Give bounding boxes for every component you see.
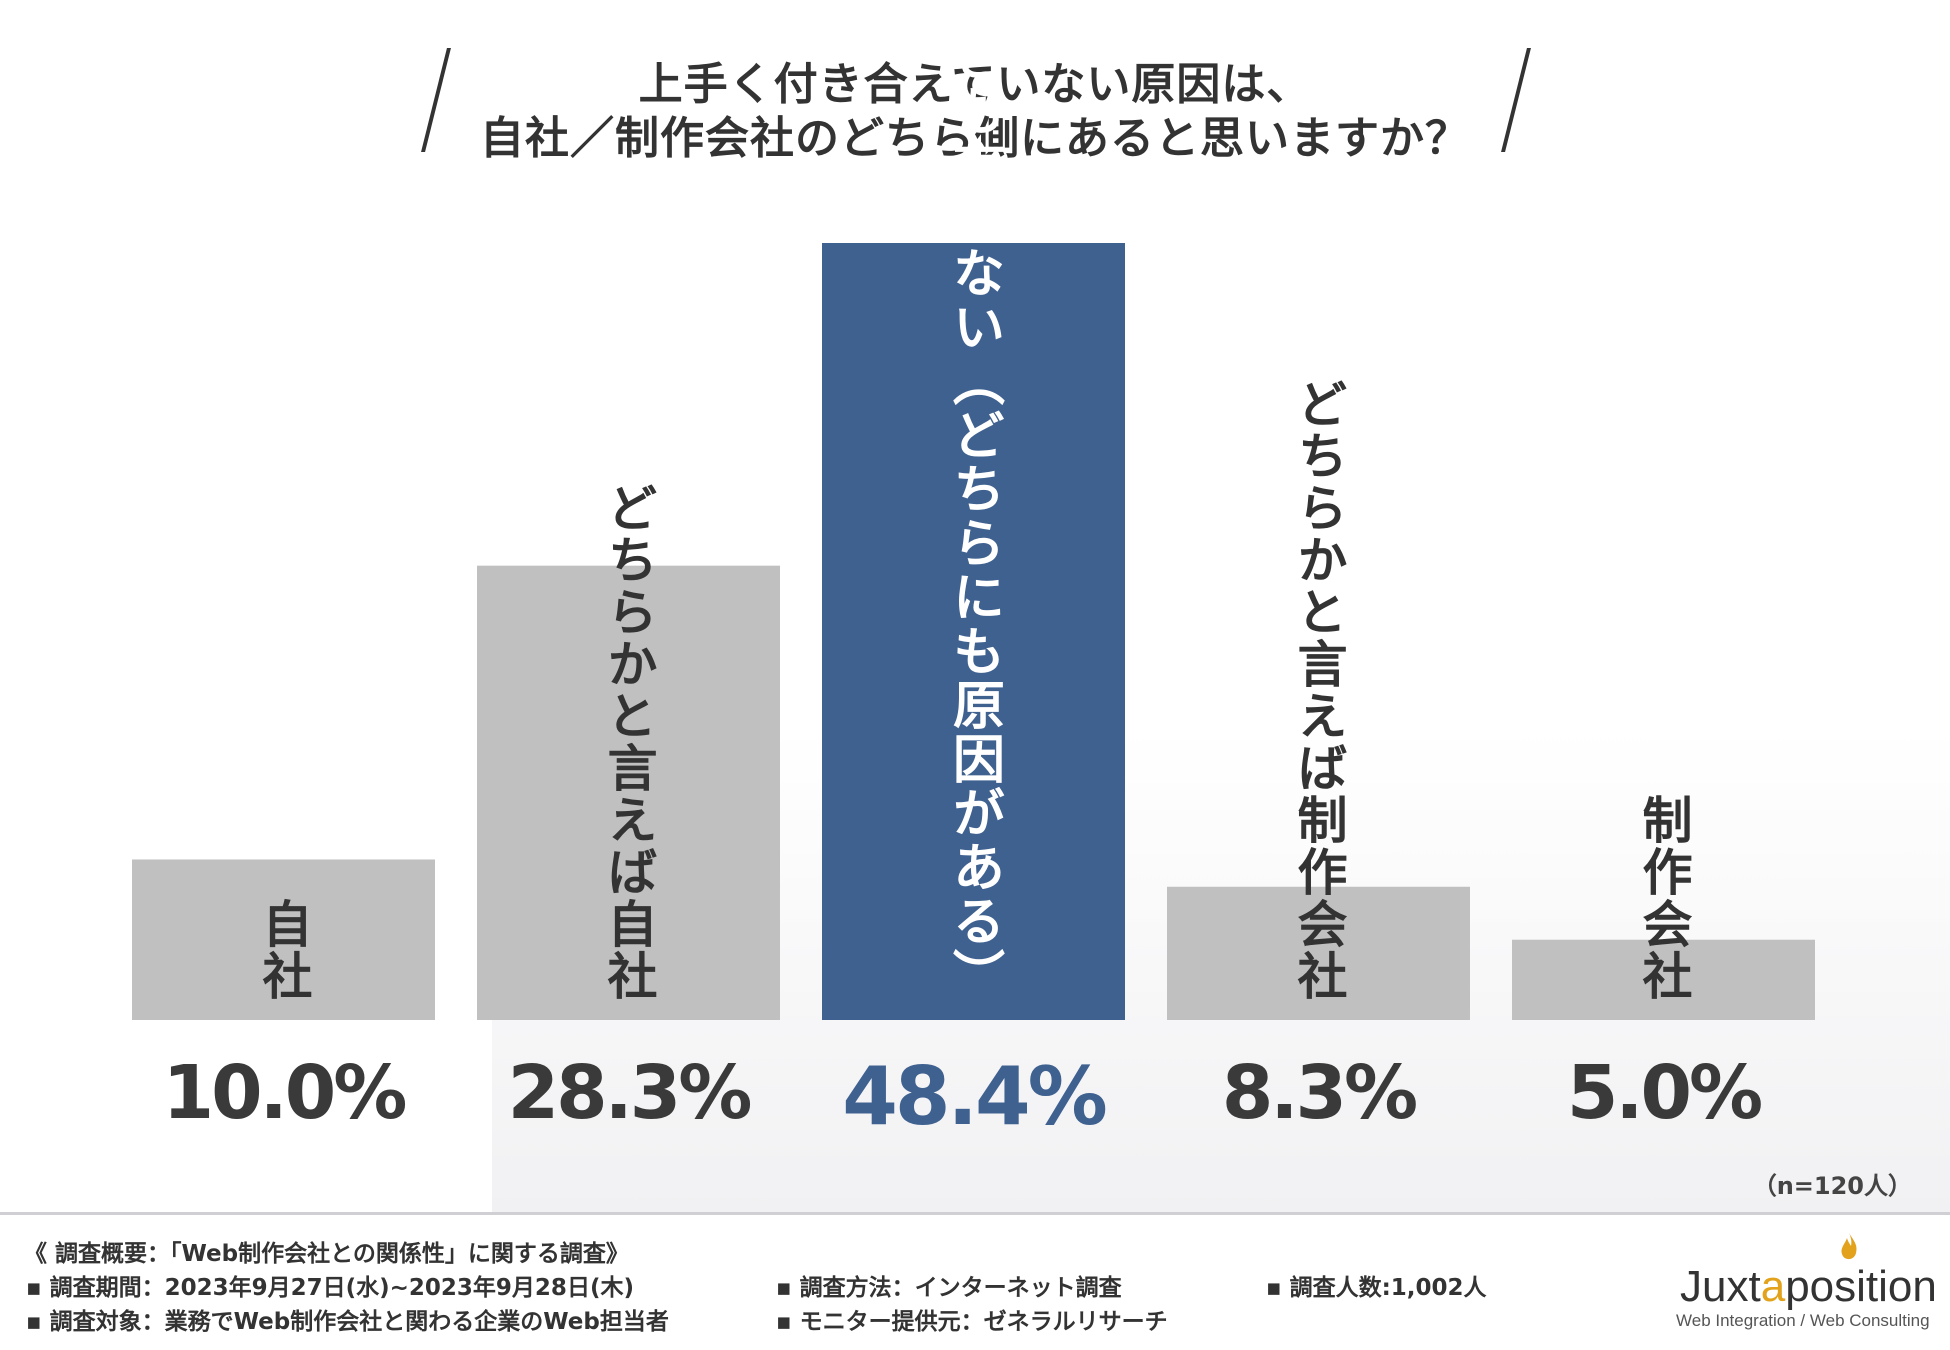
bar-4: [1167, 886, 1470, 1020]
chart-title-line-1: 上手く付き合えていない原因は、: [638, 59, 1312, 110]
bar-1: [132, 859, 435, 1020]
bar-value-label-1: 10.0%: [162, 1050, 408, 1136]
bar-category-label-3: どちらとも言えない（どちらにも原因がある）: [943, 0, 1004, 1002]
bar-category-label-1: 自社: [254, 898, 313, 1002]
logo-name-accent: a: [1760, 1262, 1786, 1311]
footer-divider: [0, 1212, 1950, 1215]
survey-method: ▪ 調査方法：インターネット調査: [776, 1275, 1122, 1301]
chart-title-line-2: 自社／制作会社のどちら側にあると思いますか？: [480, 113, 1470, 164]
bar-value-label-3: 48.4%: [842, 1050, 1108, 1143]
survey-target: ▪ 調査対象：業務でWeb制作会社と関わる企業のWeb担当者: [26, 1309, 669, 1335]
survey-count: ▪ 調査人数:1,002人: [1266, 1275, 1487, 1301]
bar-chart: [132, 243, 1815, 1020]
bar-category-label-5: 制作会社: [1634, 794, 1693, 1002]
juxtaposition-logo: Juxtaposition: [1680, 1262, 1937, 1312]
bar-5: [1512, 939, 1815, 1020]
bar-category-label-4: どちらかと言えば制作会社: [1289, 378, 1348, 1002]
bar-value-label-2: 28.3%: [507, 1050, 753, 1136]
survey-period: ▪ 調査期間：2023年9月27日(水)~2023年9月28日(木): [26, 1275, 634, 1301]
logo-name-part2: position: [1785, 1262, 1937, 1311]
bar-value-label-4: 8.3%: [1221, 1050, 1418, 1136]
logo-name-part1: Juxt: [1680, 1262, 1761, 1311]
logo-subtitle: Web Integration / Web Consulting: [1676, 1311, 1930, 1330]
survey-heading: 《 調査概要：「Web制作会社との関係性」に関する調査》: [24, 1241, 629, 1267]
flame-icon: [1841, 1233, 1857, 1260]
bar-3: [822, 243, 1125, 1020]
bar-2: [477, 565, 780, 1020]
monitor-provider: ▪ モニター提供元：ゼネラルリサーチ: [776, 1309, 1168, 1335]
bar-category-label-2: どちらかと言えば自社: [599, 482, 658, 1002]
bar-value-label-5: 5.0%: [1566, 1050, 1763, 1136]
sample-size-note: （n=120人）: [1752, 1172, 1912, 1200]
